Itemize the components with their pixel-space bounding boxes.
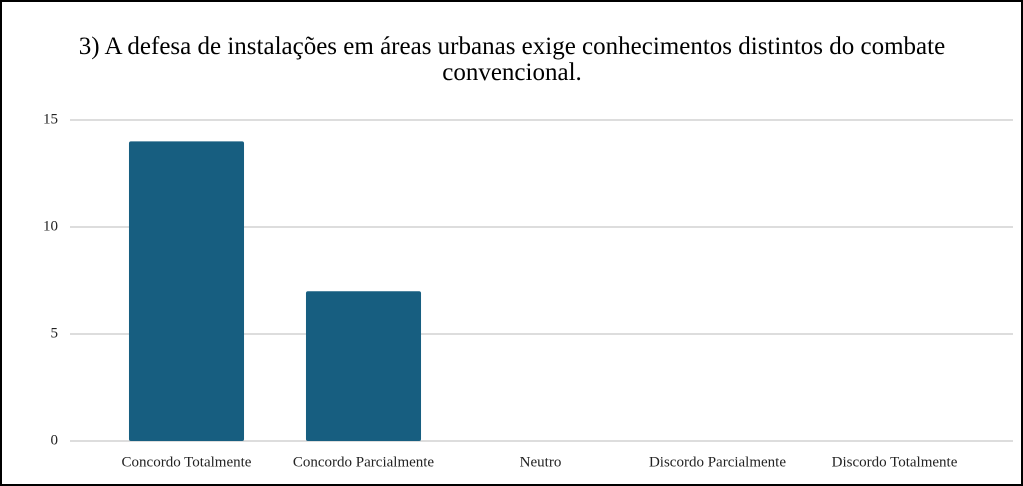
bar <box>305 291 422 441</box>
x-tick-label: Concordo Totalmente <box>122 454 252 470</box>
x-tick-label: Discordo Parcialmente <box>649 454 786 470</box>
bar <box>128 141 245 441</box>
x-tick-label: Discordo Totalmente <box>832 454 958 470</box>
y-tick-label: 15 <box>43 111 58 127</box>
x-tick-label: Concordo Parcialmente <box>293 454 435 470</box>
y-tick-label: 0 <box>51 432 59 448</box>
chart-title: 3) A defesa de instalações em áreas urba… <box>78 33 946 86</box>
y-tick-label: 10 <box>43 218 58 234</box>
x-tick-label: Neutro <box>520 454 562 470</box>
y-tick-label: 5 <box>51 325 59 341</box>
